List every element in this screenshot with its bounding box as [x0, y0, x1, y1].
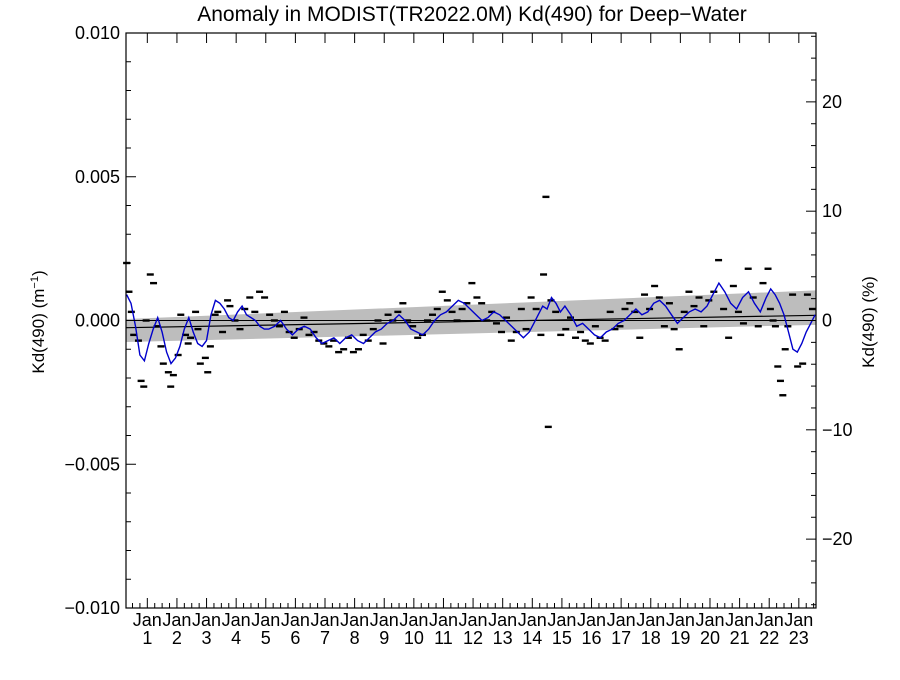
x-tick-label-month: Jan [666, 610, 695, 630]
y-axis-label-left: Kd(490) (m−1) [29, 270, 48, 373]
y-right-tick-label: 0 [822, 311, 832, 331]
x-tick-label-month: Jan [518, 610, 547, 630]
x-tick-label-year: 9 [379, 628, 389, 648]
x-tick-label-year: 14 [522, 628, 542, 648]
x-tick-label-month: Jan [222, 610, 251, 630]
x-tick-label-month: Jan [488, 610, 517, 630]
x-tick-label-month: Jan [784, 610, 813, 630]
trend-line [125, 314, 817, 329]
x-tick-label-month: Jan [192, 610, 221, 630]
y-tick-label: 0.005 [75, 167, 120, 187]
x-tick-label-month: Jan [459, 610, 488, 630]
x-tick-label-year: 22 [759, 628, 779, 648]
x-tick-label-month: Jan [725, 610, 754, 630]
x-tick-label-year: 1 [142, 628, 152, 648]
y-tick-label: −0.010 [64, 598, 120, 618]
monthly-points [123, 195, 816, 429]
x-tick-label-month: Jan [695, 610, 724, 630]
y-right-tick-label: 20 [822, 92, 842, 112]
x-tick-label-year: 5 [261, 628, 271, 648]
x-tick-label-month: Jan [340, 610, 369, 630]
x-tick-label-month: Jan [399, 610, 428, 630]
x-tick-label-month: Jan [251, 610, 280, 630]
y-axis-right: 20 10 0 −10 −20 [806, 35, 853, 606]
x-tick-label-month: Jan [162, 610, 191, 630]
confidence-band-area [126, 290, 816, 343]
chart-title: Anomaly in MODIST(TR2022.0M) Kd(490) for… [197, 3, 747, 26]
y-axis-left: 0.010 0.005 0.000 −0.005 −0.010 [64, 23, 136, 618]
x-tick-label-year: 16 [582, 628, 602, 648]
x-tick-label-year: 7 [320, 628, 330, 648]
x-tick-label-month: Jan [755, 610, 784, 630]
x-tick-label-year: 8 [350, 628, 360, 648]
x-tick-label-year: 13 [493, 628, 513, 648]
x-tick-label-year: 12 [463, 628, 483, 648]
x-tick-label-month: Jan [133, 610, 162, 630]
x-tick-label-month: Jan [636, 610, 665, 630]
x-tick-label-month: Jan [547, 610, 576, 630]
x-tick-label-month: Jan [577, 610, 606, 630]
x-tick-label-year: 20 [700, 628, 720, 648]
trend-line-segment [125, 314, 817, 329]
x-tick-label-year: 2 [172, 628, 182, 648]
x-tick-label-year: 21 [730, 628, 750, 648]
x-tick-label-year: 23 [789, 628, 809, 648]
confidence-band [126, 290, 816, 343]
x-tick-label-year: 17 [611, 628, 631, 648]
y-tick-label: 0.010 [75, 23, 120, 43]
x-tick-label-year: 11 [434, 628, 453, 648]
x-tick-label-year: 6 [290, 628, 300, 648]
y-right-tick-label: −10 [822, 420, 853, 440]
x-tick-label-year: 3 [202, 628, 212, 648]
y-right-tick-label: 10 [822, 201, 842, 221]
y-right-tick-label: −20 [822, 529, 853, 549]
x-tick-label-month: Jan [607, 610, 636, 630]
y-axis-label-right: Kd(490) (%) [859, 276, 878, 368]
x-tick-label-year: 10 [404, 628, 424, 648]
x-tick-label-year: 18 [641, 628, 661, 648]
x-axis: Jan1Jan2Jan3Jan4Jan5Jan6Jan7Jan8Jan9Jan1… [132, 33, 815, 648]
x-tick-label-year: 19 [670, 628, 690, 648]
smoothed-series [125, 281, 816, 366]
smoothed-series-line [125, 281, 816, 366]
x-tick-label-month: Jan [310, 610, 339, 630]
x-tick-label-year: 4 [231, 628, 241, 648]
x-tick-label-month: Jan [370, 610, 399, 630]
x-tick-label-month: Jan [429, 610, 458, 630]
y-tick-label: −0.005 [64, 454, 120, 474]
x-tick-label-month: Jan [281, 610, 310, 630]
y-tick-label: 0.000 [75, 311, 120, 331]
x-tick-label-year: 15 [552, 628, 572, 648]
